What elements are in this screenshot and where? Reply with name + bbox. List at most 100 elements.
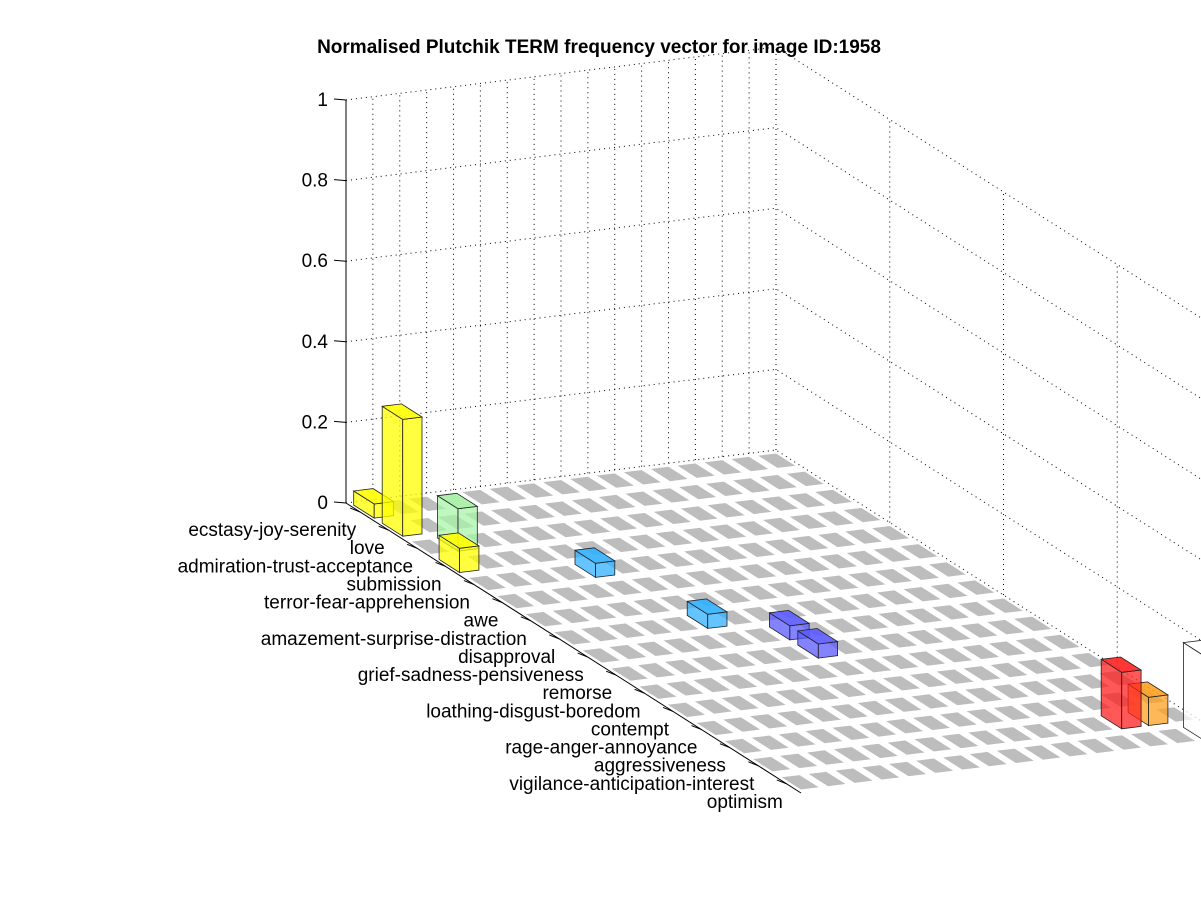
bar	[744, 670, 787, 687]
bar	[829, 724, 873, 742]
row-tick-mark	[719, 743, 731, 749]
bar-base	[906, 671, 950, 689]
category-label: loathing-disgust-boredom	[426, 701, 640, 722]
bar	[513, 482, 557, 499]
bar-front	[595, 560, 616, 578]
axes	[333, 98, 802, 794]
bar	[911, 736, 955, 753]
bar-base	[625, 533, 669, 550]
bar-base	[959, 643, 1002, 661]
bar-base	[761, 538, 805, 555]
bar	[486, 485, 530, 503]
bar	[603, 600, 647, 618]
z-tick-label: 1	[317, 90, 328, 111]
bar-base	[513, 482, 557, 499]
bar-base	[793, 599, 836, 616]
bar	[647, 465, 691, 483]
bar-base	[859, 764, 903, 781]
bar-base	[930, 625, 974, 643]
bar-base	[1039, 633, 1083, 651]
bar	[963, 707, 1007, 725]
bar-base	[926, 561, 969, 578]
bar-base	[775, 731, 819, 748]
row-tick-mark	[577, 652, 588, 658]
bar-base	[886, 760, 930, 778]
bar	[1101, 734, 1145, 751]
bar-base	[826, 681, 870, 699]
bar	[663, 680, 707, 697]
bar-base	[786, 513, 830, 530]
bar	[905, 650, 949, 667]
bar	[575, 582, 618, 600]
bar	[742, 648, 786, 666]
bar	[736, 562, 780, 580]
bar-base	[605, 622, 648, 639]
bar	[540, 478, 584, 496]
bar	[902, 607, 946, 624]
bar-base	[651, 508, 694, 526]
bar-base	[734, 541, 778, 559]
bar-base	[845, 571, 889, 588]
bar-base	[818, 574, 862, 591]
bar-base	[771, 666, 814, 684]
bar	[772, 688, 816, 705]
bar	[857, 742, 901, 760]
bar	[930, 625, 974, 643]
bar-base	[594, 472, 637, 489]
bar	[818, 574, 862, 591]
bar	[845, 571, 889, 588]
bar	[651, 508, 694, 526]
bar	[758, 495, 802, 512]
bar-base	[1042, 676, 1086, 694]
bar	[938, 732, 982, 750]
bar-base	[741, 627, 784, 644]
bar	[730, 477, 773, 494]
bar-base	[649, 487, 693, 504]
bar-base	[854, 699, 898, 717]
bar	[788, 534, 832, 552]
bar	[676, 483, 720, 501]
bar-base	[935, 689, 979, 707]
bar-base	[763, 559, 806, 577]
bar-side	[1183, 641, 1201, 739]
bar-front	[1148, 694, 1169, 726]
bar	[747, 713, 791, 730]
bar-front	[1121, 669, 1142, 730]
bar	[437, 532, 481, 574]
bar-base	[883, 717, 926, 735]
bar-base	[900, 585, 944, 603]
bar-base	[576, 604, 620, 621]
bar-base	[903, 628, 947, 646]
bar-base	[575, 582, 618, 600]
bar-base	[1101, 734, 1145, 751]
bar	[872, 567, 916, 585]
bar	[1014, 658, 1058, 675]
bar	[959, 643, 1002, 661]
row-tick-mark	[662, 706, 674, 712]
bar	[687, 633, 731, 651]
bar	[966, 750, 1010, 768]
bar-base	[747, 713, 791, 730]
bar	[962, 686, 1006, 704]
bar	[840, 506, 884, 524]
bar-base	[742, 648, 786, 666]
bar-base	[703, 480, 746, 498]
bar-base	[654, 551, 697, 568]
bar	[805, 770, 849, 788]
bar	[1012, 637, 1056, 654]
bar	[1046, 719, 1089, 736]
bar	[597, 515, 641, 532]
row-tick-mark	[776, 779, 787, 785]
bar	[681, 548, 724, 565]
bar	[827, 703, 871, 720]
bar	[741, 627, 784, 644]
bar-base	[905, 650, 949, 667]
bar-base	[486, 485, 530, 503]
bar	[771, 666, 814, 684]
bar-base	[627, 554, 671, 572]
bar-base	[489, 528, 533, 545]
row-axis-line	[345, 502, 802, 794]
bar-top	[1182, 640, 1201, 655]
bar	[549, 607, 593, 625]
